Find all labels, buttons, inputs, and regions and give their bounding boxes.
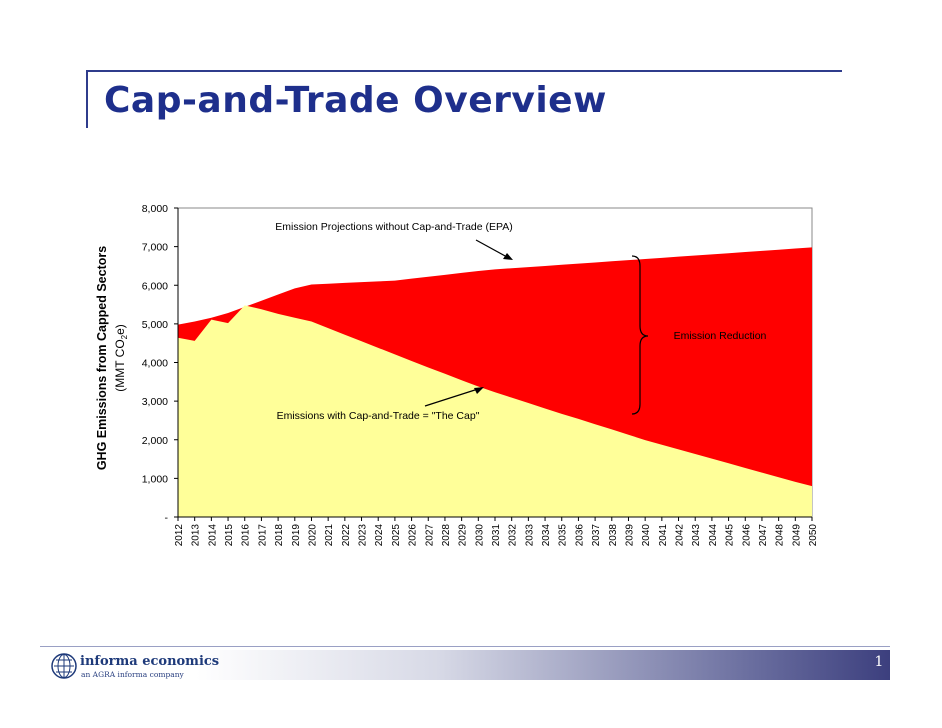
x-tick-label: 2037 — [591, 524, 602, 547]
y-axis-ticks: - 1,000 2,000 3,000 4,000 5,000 6,000 7,000 8,00… — [142, 203, 178, 524]
y-axis-label-line2: (MMT CO2e) — [113, 324, 129, 392]
x-tick-label: 2021 — [324, 524, 335, 547]
x-tick-label: 2020 — [307, 524, 318, 547]
x-tick-label: 2024 — [374, 524, 385, 547]
x-tick-label: 2023 — [358, 524, 369, 547]
x-tick-label: 2018 — [274, 524, 285, 547]
y-tick-label: 4,000 — [142, 358, 168, 370]
y-tick-label: - — [165, 512, 169, 524]
x-tick-label: 2027 — [424, 524, 435, 547]
page-number: 1 — [874, 654, 884, 670]
cap-arrow — [424, 387, 484, 407]
x-tick-label: 2019 — [291, 524, 302, 547]
x-tick-label: 2026 — [408, 524, 419, 547]
x-tick-label: 2038 — [608, 524, 619, 547]
logo-tagline: an AGRA informa company — [81, 670, 184, 679]
x-tick-label: 2012 — [174, 524, 185, 547]
reduction-brace — [631, 255, 649, 415]
y-axis-title: GHG Emissions from Capped Sectors (MMT C… — [95, 246, 129, 470]
x-tick-label: 2032 — [508, 524, 519, 547]
projection-annotation: Emission Projections without Cap-and-Tra… — [275, 221, 513, 233]
x-tick-label: 2045 — [725, 524, 736, 547]
y-tick-label: 7,000 — [142, 242, 168, 254]
y-tick-label: 5,000 — [142, 319, 168, 331]
title-rule-left — [86, 70, 88, 128]
x-tick-label: 2030 — [474, 524, 485, 547]
company-logo: informa economics an AGRA informa compan… — [50, 652, 219, 682]
x-tick-label: 2042 — [675, 524, 686, 547]
reduction-annotation: Emission Reduction — [674, 330, 767, 342]
y-tick-label: 3,000 — [142, 396, 168, 408]
x-tick-label: 2013 — [191, 524, 202, 547]
y-tick-label: 6,000 — [142, 280, 168, 292]
y-tick-label: 2,000 — [142, 435, 168, 447]
x-tick-label: 2046 — [741, 524, 752, 547]
x-tick-label: 2017 — [257, 524, 268, 547]
y-axis-label-line1: GHG Emissions from Capped Sectors — [95, 246, 109, 470]
x-tick-label: 2044 — [708, 524, 719, 547]
x-tick-label: 2015 — [224, 524, 235, 547]
x-tick-label: 2029 — [458, 524, 469, 547]
logo-name: informa economics — [80, 654, 220, 669]
x-tick-label: 2014 — [207, 524, 218, 547]
x-tick-label: 2048 — [775, 524, 786, 547]
cap-area — [178, 305, 812, 517]
x-tick-label: 2041 — [658, 524, 669, 547]
footer-divider — [40, 646, 890, 647]
x-tick-label: 2033 — [524, 524, 535, 547]
title-rule-top — [86, 70, 842, 72]
x-tick-label: 2034 — [541, 524, 552, 547]
x-tick-label: 2016 — [241, 524, 252, 547]
y-tick-label: 1,000 — [142, 473, 168, 485]
cap-annotation: Emissions with Cap-and-Trade = "The Cap" — [277, 410, 480, 422]
x-tick-label: 2039 — [624, 524, 635, 547]
x-axis-ticks: 2012 2013 2014 2015 2016 2017 2018 2019 2020 2021… — [174, 517, 819, 546]
x-tick-label: 2047 — [758, 524, 769, 547]
x-tick-label: 2022 — [341, 524, 352, 547]
x-tick-label: 2050 — [808, 524, 819, 547]
x-tick-label: 2040 — [641, 524, 652, 547]
x-tick-label: 2035 — [558, 524, 569, 547]
x-tick-label: 2043 — [691, 524, 702, 547]
x-tick-label: 2028 — [441, 524, 452, 547]
globe-icon — [51, 653, 77, 679]
x-tick-label: 2025 — [391, 524, 402, 547]
page-title: Cap-and-Trade Overview — [104, 80, 607, 121]
x-tick-label: 2049 — [791, 524, 802, 547]
footer-bar — [196, 650, 890, 680]
projection-arrow — [475, 239, 513, 260]
x-tick-label: 2031 — [491, 524, 502, 547]
y-tick-label: 8,000 — [142, 203, 168, 215]
x-tick-label: 2036 — [574, 524, 585, 547]
